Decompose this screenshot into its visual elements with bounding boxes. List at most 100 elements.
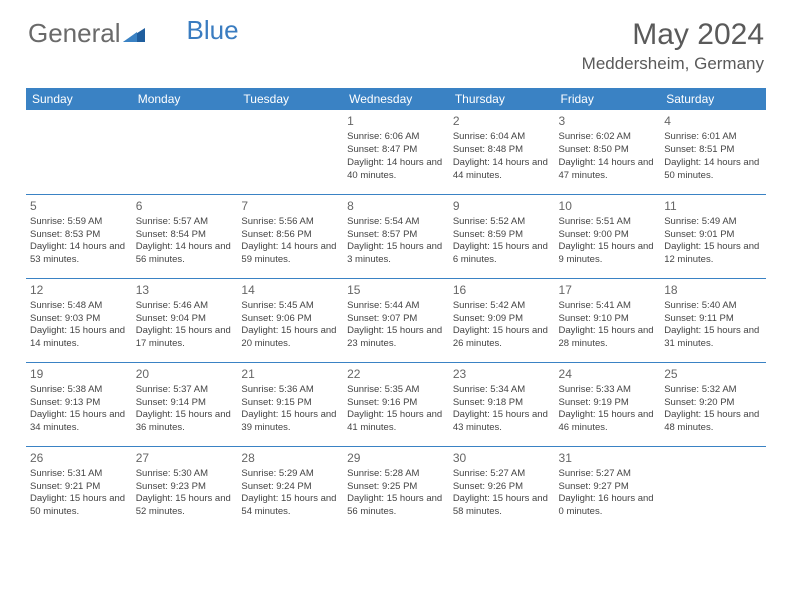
calendar-cell: 29Sunrise: 5:28 AMSunset: 9:25 PMDayligh…: [343, 446, 449, 530]
weekday-header: Wednesday: [343, 88, 449, 110]
day-number: 11: [664, 198, 762, 214]
day-info-line: Daylight: 15 hours and 28 minutes.: [559, 325, 657, 351]
weekday-header: Saturday: [660, 88, 766, 110]
day-info-line: Daylight: 15 hours and 9 minutes.: [559, 241, 657, 267]
day-info-line: Daylight: 15 hours and 39 minutes.: [241, 409, 339, 435]
day-number: 9: [453, 198, 551, 214]
calendar-cell: [237, 110, 343, 194]
day-info-line: Sunrise: 5:37 AM: [136, 384, 234, 397]
day-info-line: Sunrise: 5:42 AM: [453, 300, 551, 313]
calendar-cell: 8Sunrise: 5:54 AMSunset: 8:57 PMDaylight…: [343, 194, 449, 278]
day-info-line: Sunrise: 5:27 AM: [559, 468, 657, 481]
day-info-line: Daylight: 15 hours and 17 minutes.: [136, 325, 234, 351]
calendar-cell: 26Sunrise: 5:31 AMSunset: 9:21 PMDayligh…: [26, 446, 132, 530]
calendar-cell: 23Sunrise: 5:34 AMSunset: 9:18 PMDayligh…: [449, 362, 555, 446]
day-info-line: Sunset: 9:03 PM: [30, 313, 128, 326]
day-info-line: Daylight: 14 hours and 47 minutes.: [559, 157, 657, 183]
day-info-line: Sunset: 9:27 PM: [559, 481, 657, 494]
day-info-line: Sunrise: 5:48 AM: [30, 300, 128, 313]
day-number: 28: [241, 450, 339, 466]
day-info-line: Daylight: 15 hours and 58 minutes.: [453, 493, 551, 519]
day-info-line: Sunset: 9:23 PM: [136, 481, 234, 494]
day-number: 2: [453, 113, 551, 129]
calendar-cell: 18Sunrise: 5:40 AMSunset: 9:11 PMDayligh…: [660, 278, 766, 362]
day-number: 10: [559, 198, 657, 214]
day-info-line: Sunrise: 5:44 AM: [347, 300, 445, 313]
calendar-cell: 14Sunrise: 5:45 AMSunset: 9:06 PMDayligh…: [237, 278, 343, 362]
day-number: 13: [136, 282, 234, 298]
day-info-line: Sunrise: 5:33 AM: [559, 384, 657, 397]
header: General Blue May 2024 Meddersheim, Germa…: [0, 0, 792, 82]
day-number: 5: [30, 198, 128, 214]
day-info-line: Daylight: 15 hours and 34 minutes.: [30, 409, 128, 435]
day-number: 20: [136, 366, 234, 382]
day-number: 8: [347, 198, 445, 214]
day-info-line: Sunrise: 5:51 AM: [559, 216, 657, 229]
day-info-line: Sunset: 9:11 PM: [664, 313, 762, 326]
day-info-line: Sunset: 9:06 PM: [241, 313, 339, 326]
day-info-line: Daylight: 15 hours and 26 minutes.: [453, 325, 551, 351]
day-info-line: Sunset: 9:14 PM: [136, 397, 234, 410]
calendar-cell: 12Sunrise: 5:48 AMSunset: 9:03 PMDayligh…: [26, 278, 132, 362]
logo-text-blue: Blue: [187, 15, 239, 46]
calendar-cell: 22Sunrise: 5:35 AMSunset: 9:16 PMDayligh…: [343, 362, 449, 446]
day-info-line: Sunset: 8:54 PM: [136, 229, 234, 242]
calendar-cell: 6Sunrise: 5:57 AMSunset: 8:54 PMDaylight…: [132, 194, 238, 278]
calendar-header-row: SundayMondayTuesdayWednesdayThursdayFrid…: [26, 88, 766, 110]
weekday-header: Sunday: [26, 88, 132, 110]
day-info-line: Sunset: 9:16 PM: [347, 397, 445, 410]
day-number: 22: [347, 366, 445, 382]
day-number: 18: [664, 282, 762, 298]
day-number: 19: [30, 366, 128, 382]
day-info-line: Sunset: 9:13 PM: [30, 397, 128, 410]
weekday-header: Friday: [555, 88, 661, 110]
calendar-cell: 7Sunrise: 5:56 AMSunset: 8:56 PMDaylight…: [237, 194, 343, 278]
day-info-line: Daylight: 14 hours and 40 minutes.: [347, 157, 445, 183]
calendar-cell: 27Sunrise: 5:30 AMSunset: 9:23 PMDayligh…: [132, 446, 238, 530]
day-info-line: Sunrise: 5:52 AM: [453, 216, 551, 229]
day-info-line: Sunset: 9:18 PM: [453, 397, 551, 410]
day-info-line: Daylight: 15 hours and 56 minutes.: [347, 493, 445, 519]
day-number: 16: [453, 282, 551, 298]
calendar-body: 1Sunrise: 6:06 AMSunset: 8:47 PMDaylight…: [26, 110, 766, 530]
day-info-line: Sunset: 9:10 PM: [559, 313, 657, 326]
day-info-line: Sunrise: 6:04 AM: [453, 131, 551, 144]
calendar-cell: 1 Sunrise: 6:06 AMSunset: 8:47 PMDaylight…: [343, 110, 449, 194]
day-info-line: Sunset: 8:59 PM: [453, 229, 551, 242]
page-title: May 2024: [582, 18, 764, 52]
day-info-line: Sunrise: 5:40 AM: [664, 300, 762, 313]
day-number: 1: [347, 113, 445, 129]
day-info-line: Sunset: 9:15 PM: [241, 397, 339, 410]
calendar-cell: 4Sunrise: 6:01 AMSunset: 8:51 PMDaylight…: [660, 110, 766, 194]
calendar-cell: 11Sunrise: 5:49 AMSunset: 9:01 PMDayligh…: [660, 194, 766, 278]
calendar-row: 12Sunrise: 5:48 AMSunset: 9:03 PMDayligh…: [26, 278, 766, 362]
calendar-cell: 21Sunrise: 5:36 AMSunset: 9:15 PMDayligh…: [237, 362, 343, 446]
calendar-row: 1Sunrise: 6:06 AMSunset: 8:47 PMDaylight…: [26, 110, 766, 194]
day-info-line: Sunset: 9:26 PM: [453, 481, 551, 494]
title-block: May 2024 Meddersheim, Germany: [582, 18, 764, 74]
day-info-line: Sunrise: 6:01 AM: [664, 131, 762, 144]
day-info-line: Sunrise: 6:06 AM: [347, 131, 445, 144]
day-info-line: Sunrise: 5:28 AM: [347, 468, 445, 481]
day-number: 29: [347, 450, 445, 466]
day-info-line: Sunset: 8:50 PM: [559, 144, 657, 157]
day-number: 24: [559, 366, 657, 382]
day-info-line: Sunrise: 5:29 AM: [241, 468, 339, 481]
day-number: 27: [136, 450, 234, 466]
calendar-cell: 28Sunrise: 5:29 AMSunset: 9:24 PMDayligh…: [237, 446, 343, 530]
day-info-line: Daylight: 14 hours and 44 minutes.: [453, 157, 551, 183]
calendar-cell: 31Sunrise: 5:27 AMSunset: 9:27 PMDayligh…: [555, 446, 661, 530]
day-info-line: Daylight: 15 hours and 23 minutes.: [347, 325, 445, 351]
calendar-cell: 19Sunrise: 5:38 AMSunset: 9:13 PMDayligh…: [26, 362, 132, 446]
day-number: 21: [241, 366, 339, 382]
day-info-line: Sunset: 8:47 PM: [347, 144, 445, 157]
calendar-row: 5Sunrise: 5:59 AMSunset: 8:53 PMDaylight…: [26, 194, 766, 278]
day-info-line: Daylight: 15 hours and 43 minutes.: [453, 409, 551, 435]
day-info-line: Sunset: 9:04 PM: [136, 313, 234, 326]
day-info-line: Daylight: 15 hours and 3 minutes.: [347, 241, 445, 267]
day-number: 23: [453, 366, 551, 382]
day-info-line: Sunrise: 5:30 AM: [136, 468, 234, 481]
day-info-line: Sunset: 9:09 PM: [453, 313, 551, 326]
day-info-line: Sunset: 8:48 PM: [453, 144, 551, 157]
calendar-cell: 25Sunrise: 5:32 AMSunset: 9:20 PMDayligh…: [660, 362, 766, 446]
